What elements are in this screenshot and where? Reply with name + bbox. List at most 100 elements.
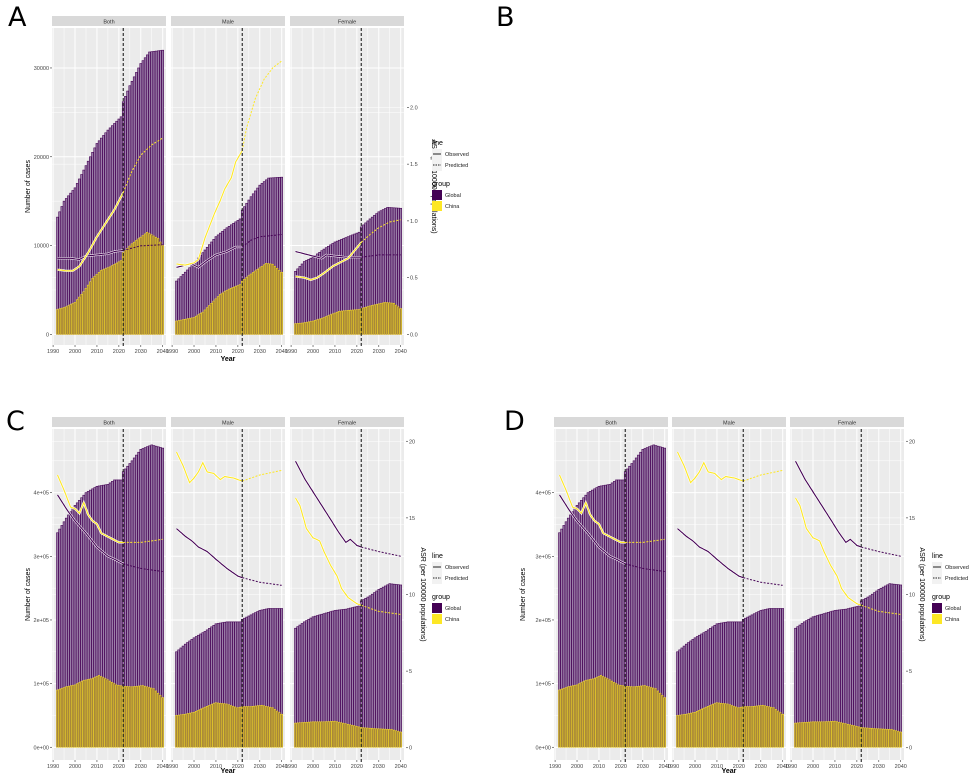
bar-china [353,725,356,748]
bar-china [777,710,780,748]
bar-china [102,269,105,335]
chart-b: Both 1990 2000 2010 2020 2030 2040 Male 1990 2000… [23,18,467,376]
bar-china [838,721,841,748]
bar-china [175,715,178,748]
bar-china [613,682,616,748]
bar-china [208,305,211,335]
panel-label: B [496,2,515,33]
bar-china [143,233,147,335]
bar-china [364,307,367,335]
bar-china [632,686,636,748]
legend-global-label: Global [445,193,461,199]
y2-axis-title: ASR (per 100000 populations) [918,547,925,641]
y2-tick-label: 0.0 [410,332,418,338]
china-asr-observed-line [56,474,124,543]
facet-strip-label: Both [605,421,616,427]
bar-china [720,702,723,748]
bar-china [190,712,194,748]
bar-china [364,727,367,748]
bar-china [267,263,270,335]
china-asr-observed-line [558,474,626,543]
facet-both: Both 1990 2000 2010 2020 2030 2040 [47,16,169,355]
x-axis-title: Year [221,768,236,775]
bar-china [746,706,749,748]
bar-china [794,722,797,748]
bar-china [280,713,283,748]
bar-china [137,238,140,335]
bar-china [104,268,107,335]
bar-global [868,595,872,748]
bar-china [842,722,845,748]
bar-china [370,305,374,335]
x-tick-label: 2040 [895,764,907,770]
bar-china [69,304,72,335]
bar-china [897,731,900,748]
bar-china [230,287,233,335]
bar-china [113,683,116,748]
bar-global [368,595,372,748]
y2-tick-label: 20 [409,439,415,445]
bar-china [381,302,385,335]
x-tick-label: 2040 [157,349,169,355]
bar-china [397,306,400,335]
x-tick-label: 2030 [755,764,767,770]
bar-china [379,728,383,748]
bar-china [249,273,253,335]
bar-china [595,677,598,748]
bar-china [873,728,876,748]
bar-global [884,585,887,748]
bar-china [258,267,262,335]
bar-china [294,323,297,335]
bar-china [384,302,387,335]
bar-global [862,599,865,748]
bar-china [216,702,220,748]
facet-strip [171,16,285,26]
global-asr-observed-line [677,528,744,579]
bar-china [805,722,808,748]
bar-china [846,723,850,748]
bar-china [212,300,215,335]
bar-china [102,677,105,748]
bar-china [395,304,398,335]
bar-china [309,721,313,748]
x-tick-label: 2000 [307,764,319,770]
x-tick-label: 1990 [285,349,297,355]
bar-global [897,584,900,748]
y2-tick-label: 2.0 [410,105,418,111]
bar-china [245,706,248,748]
x-tick-label: 2040 [659,764,671,770]
bar-china [375,728,378,748]
bar-china [813,721,817,748]
bar-china [199,313,202,335]
bar-china [379,303,383,335]
bar-china [320,318,324,335]
y-tick-label: 20000 [34,155,49,161]
bar-china [305,322,308,335]
bar-china [373,304,376,335]
legend-observed-label: Observed [445,565,469,571]
bar-global [877,589,881,748]
legend-global-swatch [432,603,442,613]
bar-china [853,725,856,748]
bar-china [184,318,187,335]
bar-china [154,236,158,335]
bar-china [313,721,317,748]
facet-strip [554,417,668,427]
y-axis-title: Number of cases [25,568,32,621]
bar-china [879,728,883,748]
legend-global-swatch [932,603,942,613]
bar-global [397,584,400,748]
y2-tick-label: 10 [409,593,415,599]
bar-china [884,728,887,748]
bar-china [349,309,352,335]
y-tick-label: 3e+05 [34,554,49,560]
legend-line-key-bg [432,562,442,584]
bar-global [377,589,381,748]
bar-china [342,310,345,335]
bar-china [148,233,151,335]
legend-china-label: China [945,617,960,623]
bar-china [141,235,145,335]
bar-china [807,721,810,748]
bar-china [346,310,350,335]
